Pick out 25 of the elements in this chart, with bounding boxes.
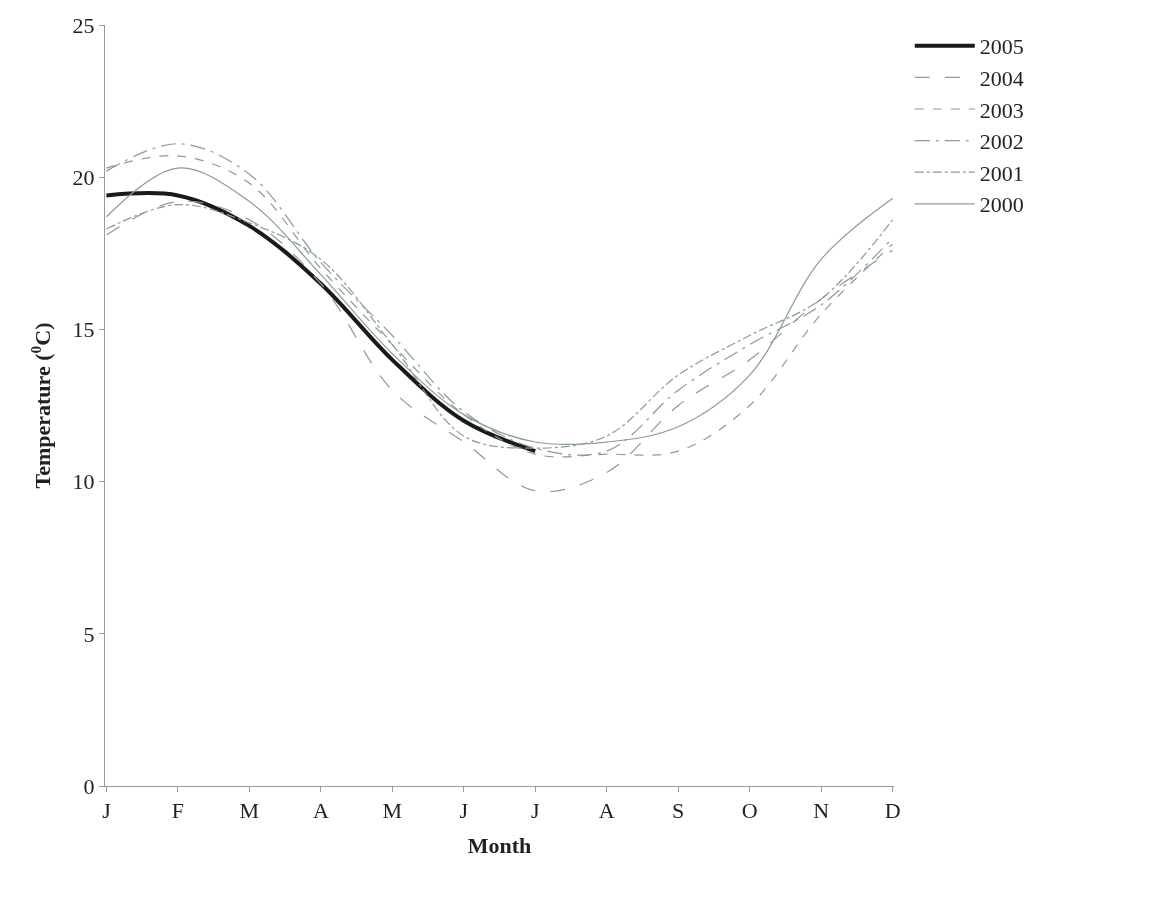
x-tick-label: J (530, 798, 540, 824)
legend-label: 2003 (979, 97, 1024, 123)
x-axis-title: Month (467, 833, 532, 859)
x-tick-label: S (672, 798, 685, 824)
x-tick-label: A (598, 798, 615, 824)
legend-label: 2001 (979, 160, 1024, 186)
y-tick-label: 0 (83, 773, 95, 799)
x-tick-label: M (382, 798, 403, 824)
x-tick-label: N (813, 798, 830, 824)
legend-label: 2004 (979, 65, 1024, 91)
legend-label: 2000 (979, 192, 1024, 218)
legend-label: 2005 (979, 34, 1024, 60)
y-tick-label: 25 (72, 12, 95, 38)
x-tick-label: M (239, 798, 260, 824)
x-tick-label: D (884, 798, 901, 824)
x-tick-label: J (102, 798, 112, 824)
x-tick-label: A (312, 798, 329, 824)
x-tick-label: F (171, 798, 185, 824)
legend-label: 2002 (979, 129, 1024, 155)
x-tick-label: J (459, 798, 469, 824)
y-tick-label: 15 (72, 317, 95, 343)
y-tick-label: 5 (83, 621, 95, 647)
x-tick-label: O (741, 798, 758, 824)
y-tick-label: 20 (72, 164, 95, 190)
y-tick-label: 10 (72, 469, 95, 495)
